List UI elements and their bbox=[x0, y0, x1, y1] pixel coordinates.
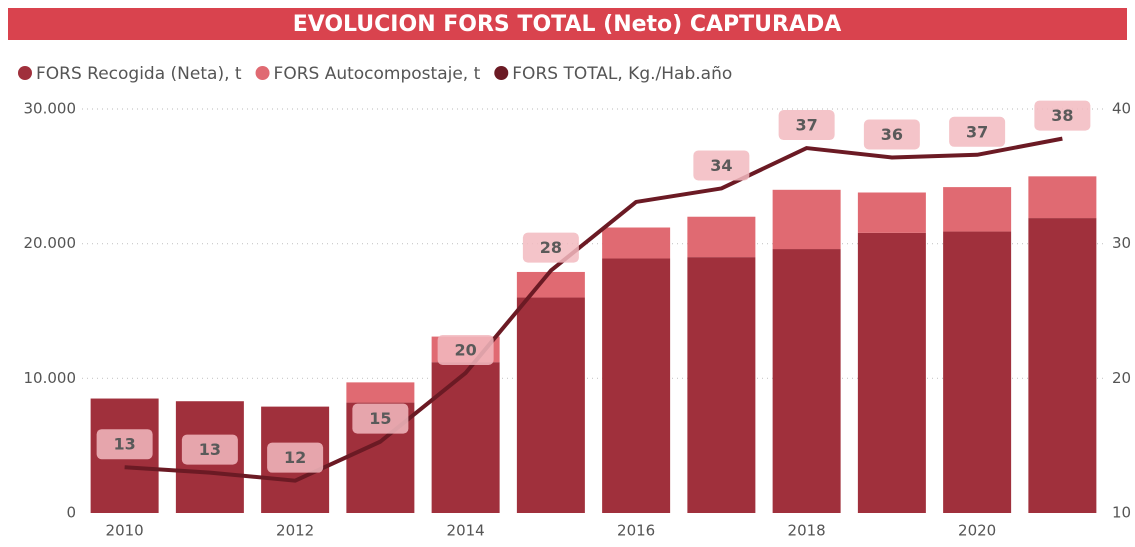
y2-tick-label: 40 bbox=[1112, 100, 1131, 118]
x-tick-label: 2016 bbox=[617, 522, 655, 540]
bar bbox=[516, 297, 585, 513]
label-box bbox=[181, 434, 238, 465]
data-label: 38 bbox=[1051, 106, 1073, 125]
label-box bbox=[96, 429, 153, 460]
data-label: 36 bbox=[881, 125, 903, 144]
x-tick-label: 2018 bbox=[788, 522, 826, 540]
label-box bbox=[1034, 100, 1091, 131]
chart-title: EVOLUCION FORS TOTAL (Neto) CAPTURADA bbox=[293, 12, 842, 37]
data-label: 20 bbox=[454, 340, 476, 359]
y2-tick-label: 10 bbox=[1112, 504, 1131, 522]
label-box bbox=[522, 232, 579, 263]
data-label: 15 bbox=[369, 409, 391, 428]
data-label: 34 bbox=[710, 156, 732, 175]
y-tick-label: 20.000 bbox=[24, 234, 77, 252]
y2-tick-label: 20 bbox=[1112, 369, 1131, 387]
data-label: 28 bbox=[540, 238, 562, 257]
bar bbox=[772, 249, 841, 513]
data-label: 37 bbox=[795, 116, 817, 135]
bar bbox=[772, 189, 841, 250]
bar bbox=[857, 192, 926, 233]
legend-label: FORS Autocompostaje, t bbox=[274, 64, 481, 84]
data-label: 13 bbox=[199, 440, 221, 459]
bar bbox=[857, 232, 926, 514]
y2-tick-label: 30 bbox=[1112, 234, 1131, 252]
label-box bbox=[949, 116, 1006, 147]
y-tick-label: 30.000 bbox=[24, 100, 77, 118]
bar bbox=[943, 187, 1012, 232]
data-label: 37 bbox=[966, 122, 988, 141]
title-bar bbox=[8, 8, 1127, 40]
x-tick-label: 2012 bbox=[276, 522, 314, 540]
bar bbox=[943, 231, 1012, 513]
legend-label: FORS Recogida (Neta), t bbox=[36, 64, 242, 84]
bar bbox=[687, 257, 756, 513]
y-tick-label: 0 bbox=[66, 504, 76, 522]
label-box bbox=[267, 442, 324, 473]
label-box bbox=[863, 119, 920, 150]
label-box bbox=[352, 403, 409, 434]
label-box bbox=[437, 334, 494, 365]
bar bbox=[602, 258, 671, 513]
bar bbox=[431, 362, 500, 513]
bar bbox=[516, 271, 585, 298]
bar bbox=[1028, 218, 1097, 513]
line bbox=[124, 136, 1063, 483]
label-box bbox=[693, 150, 750, 181]
legend-marker bbox=[18, 66, 32, 80]
label-box bbox=[778, 110, 835, 141]
data-label: 13 bbox=[113, 435, 135, 454]
x-tick-label: 2020 bbox=[958, 522, 996, 540]
bar bbox=[687, 216, 756, 258]
y-tick-label: 10.000 bbox=[24, 369, 77, 387]
data-label: 12 bbox=[284, 448, 306, 467]
bar bbox=[1028, 176, 1097, 219]
legend-marker bbox=[494, 66, 509, 80]
bar bbox=[602, 227, 671, 259]
x-tick-label: 2014 bbox=[447, 522, 485, 540]
bar bbox=[346, 382, 415, 403]
legend-marker bbox=[255, 66, 270, 80]
x-tick-label: 2010 bbox=[106, 522, 144, 540]
legend-label: FORS TOTAL, Kg./Hab.año bbox=[512, 64, 732, 84]
